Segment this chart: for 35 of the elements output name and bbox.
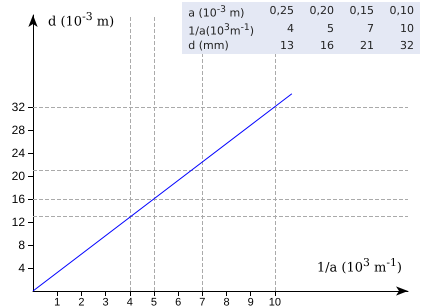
x-tick-label: 4	[126, 296, 133, 308]
annotation: a (10$^{-3}$ m)	[187, 3, 246, 21]
x-tick-label: 6	[175, 296, 182, 308]
y-axis-title: d (10$^{-3}$ m)	[48, 10, 114, 30]
y-tick-label: 32	[12, 100, 26, 114]
annotation: 21	[359, 38, 375, 54]
annotation: 7	[366, 20, 375, 37]
y-tick-label: 24	[12, 146, 26, 160]
x-tick-label: 9	[248, 296, 254, 308]
annotation: 1/a(10$^{3}$m$^{-1}$)	[187, 20, 255, 38]
y-tick-label: 16	[12, 192, 26, 206]
x-tick-label: 5	[150, 296, 158, 308]
x-tick-label: 1	[54, 296, 60, 308]
x-tick-label: 10	[268, 296, 282, 308]
annotation: 5	[326, 20, 335, 37]
annotation: 0,10	[388, 3, 415, 19]
x-tick-label: 8	[223, 296, 230, 308]
y-tick-label: 28	[12, 123, 26, 137]
y-tick-label: 4	[18, 261, 26, 275]
annotation: 32	[399, 38, 415, 54]
x-tick-label: 3	[102, 296, 109, 308]
x-tick-label: 7	[199, 296, 206, 308]
annotation: 0,25	[268, 3, 295, 19]
y-tick-label: 8	[18, 238, 26, 252]
annotation: 0,15	[348, 3, 375, 19]
annotation: d (mm)	[187, 38, 230, 54]
annotation: 13	[279, 38, 295, 54]
y-tick-label: 12	[12, 215, 26, 229]
annotation: 4	[286, 20, 295, 37]
annotation: 10	[399, 20, 415, 37]
x-axis-title: 1/a (10$^{3}$ m$^{-1}$)	[316, 256, 402, 276]
x-tick-label: 2	[78, 296, 84, 308]
y-tick-label: 20	[12, 169, 26, 183]
annotation: 16	[319, 38, 335, 54]
annotation: 0,20	[308, 3, 335, 19]
